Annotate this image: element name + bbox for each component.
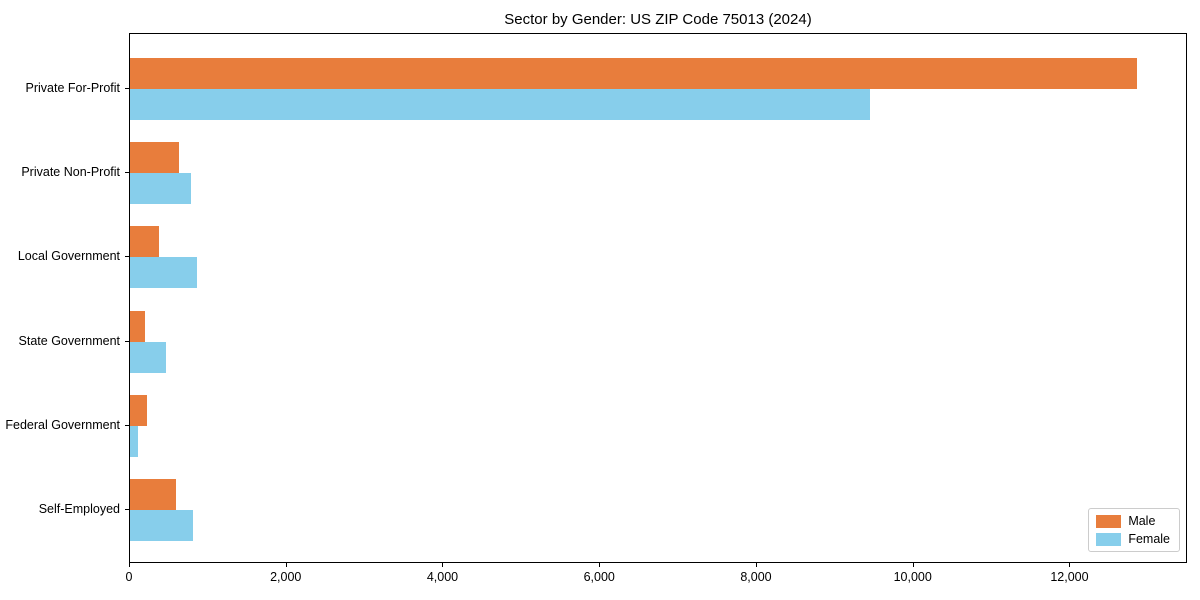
bar-female-4 (130, 425, 138, 457)
x-tick-mark (1069, 563, 1071, 567)
bar-female-1 (130, 173, 192, 205)
x-tick-label: 6,000 (583, 570, 615, 584)
bar-female-2 (130, 257, 198, 289)
y-axis-label: State Government (18, 333, 120, 348)
legend-entry-male: Male (1096, 514, 1170, 528)
legend-label-female: Female (1128, 532, 1170, 546)
y-tick-mark (125, 509, 129, 510)
x-tick-mark (755, 563, 757, 567)
x-tick-mark (129, 563, 130, 567)
y-axis-label: Private For-Profit (25, 81, 120, 95)
legend-label-male: Male (1128, 514, 1156, 528)
bar-male-4 (130, 394, 147, 426)
y-axis-label: Federal Government (5, 417, 120, 432)
bar-male-1 (130, 142, 179, 174)
y-axis-label: Local Government (17, 249, 120, 264)
y-tick-mark (125, 340, 129, 342)
bar-male-2 (130, 226, 160, 258)
x-tick-label: 8,000 (740, 570, 772, 584)
bar-female-5 (130, 510, 194, 541)
chart-title: Sector by Gender: US ZIP Code 75013 (202… (504, 11, 812, 28)
x-tick-label: 12,000 (1050, 570, 1089, 584)
legend: Male Female (1088, 508, 1180, 552)
y-tick-mark (125, 172, 129, 174)
legend-swatch-male (1096, 514, 1122, 528)
bar-male-5 (130, 479, 177, 510)
y-axis-label: Self-Employed (38, 502, 120, 516)
x-tick-label: 0 (125, 570, 133, 584)
plot-area: Male Female (129, 33, 1187, 563)
bar-female-0 (130, 89, 870, 120)
legend-swatch-female (1096, 532, 1122, 546)
y-tick-mark (125, 88, 129, 89)
y-tick-mark (125, 256, 129, 258)
y-tick-mark (125, 424, 129, 426)
x-tick-label: 4,000 (426, 570, 459, 584)
x-tick-label: 10,000 (893, 570, 932, 584)
bar-male-3 (130, 310, 146, 342)
x-tick-label: 2,000 (270, 570, 302, 584)
legend-entry-female: Female (1096, 532, 1170, 546)
x-tick-mark (599, 563, 601, 567)
x-tick-mark (285, 563, 287, 567)
bar-female-3 (130, 341, 167, 373)
x-tick-mark (442, 563, 444, 567)
bar-male-0 (130, 58, 1138, 89)
x-tick-mark (912, 563, 914, 567)
y-axis-label: Private Non-Profit (21, 165, 120, 180)
